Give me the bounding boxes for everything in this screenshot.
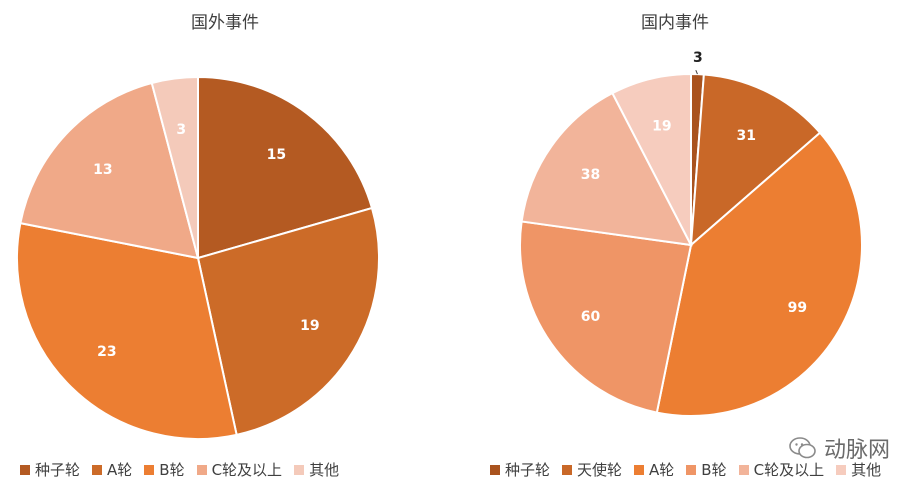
data-label-0-2: 23	[97, 344, 116, 360]
legend-label: C轮及以上	[753, 461, 825, 479]
data-label-0-4: 3	[176, 122, 186, 138]
chart-title-foreign: 国外事件	[191, 13, 259, 33]
data-label-1-3: 60	[581, 309, 601, 325]
pie-slice-0-2	[16, 221, 238, 440]
legend-item-0-3: C轮及以上	[196, 459, 283, 480]
legend-item-1-4: C轮及以上	[738, 459, 825, 480]
legend-swatch	[836, 464, 847, 475]
data-label-0-0: 15	[267, 147, 286, 163]
watermark-text: 动脉网	[823, 438, 890, 463]
legend-item-1-1: 天使轮	[562, 459, 622, 480]
pie-slice-1-5	[611, 72, 692, 246]
data-label-1-2: 99	[788, 300, 807, 316]
pie-slice-0-4	[150, 75, 199, 259]
chart-domestic: 国内事件 3 31 99 60 38 19 种子轮 天使轮 A轮 B轮 C轮及以上 其他	[450, 0, 900, 490]
data-label-1-5: 19	[652, 118, 671, 134]
legend-item-1-5: 其他	[836, 459, 881, 480]
legend-swatch	[20, 464, 30, 475]
legend-swatch	[634, 464, 645, 475]
data-label-1-0: 3	[693, 50, 703, 66]
pie-domestic: 3 31 99 60 38 19	[519, 50, 863, 417]
watermark: 动脉网	[788, 432, 890, 464]
legend-swatch	[686, 464, 697, 475]
legend-label: A轮	[107, 461, 133, 479]
legend-swatch	[738, 464, 749, 475]
pie-slice-0-3	[19, 81, 200, 260]
legend-label: 天使轮	[577, 461, 623, 479]
legend-item-0-0: 种子轮	[20, 459, 80, 480]
legend-item-1-2: A轮	[634, 459, 674, 480]
wechat-icon	[789, 437, 816, 459]
legend-swatch	[92, 464, 103, 475]
chart-foreign: 国外事件 15 19 23 13 3 种子轮 A轮 B轮 C轮及以上 其他	[16, 13, 380, 480]
legend-item-1-3: B轮	[686, 459, 727, 480]
legend-label: 其他	[309, 461, 340, 479]
legend-item-0-1: A轮	[92, 459, 132, 480]
data-label-0-3: 13	[93, 162, 112, 178]
legend-domestic: 种子轮 天使轮 A轮 B轮 C轮及以上 其他	[490, 459, 893, 480]
legend-swatch	[562, 464, 573, 475]
data-label-1-1: 31	[736, 128, 755, 144]
legend-item-0-2: B轮	[144, 459, 185, 480]
legend-item-1-0: 种子轮	[490, 459, 550, 480]
legend-item-0-4: 其他	[294, 459, 339, 480]
legend-label: 其他	[851, 461, 882, 479]
legend-foreign: 种子轮 A轮 B轮 C轮及以上 其他	[20, 459, 351, 480]
legend-label: B轮	[159, 461, 185, 479]
legend-label: C轮及以上	[211, 461, 283, 479]
legend-label: B轮	[701, 461, 727, 479]
leader-line-1-0	[695, 69, 698, 75]
pie-slice-1-1	[689, 73, 822, 248]
pie-slice-1-2	[655, 131, 863, 417]
data-label-1-4: 38	[581, 167, 600, 183]
pie-slice-1-4	[520, 91, 693, 247]
legend-label: 种子轮	[35, 461, 81, 479]
chart-title-domestic: 国内事件	[641, 13, 709, 33]
data-label-0-1: 19	[300, 318, 319, 334]
pie-foreign: 15 19 23 13 3	[16, 75, 380, 440]
pie-slice-0-1	[196, 206, 380, 437]
legend-swatch	[294, 464, 305, 475]
legend-label: 种子轮	[505, 461, 551, 479]
legend-swatch	[490, 464, 500, 475]
legend-swatch	[144, 464, 155, 475]
legend-label: A轮	[649, 461, 675, 479]
pie-slice-1-3	[519, 220, 693, 414]
pie-slice-0-0	[197, 75, 374, 260]
legend-swatch	[196, 464, 207, 475]
